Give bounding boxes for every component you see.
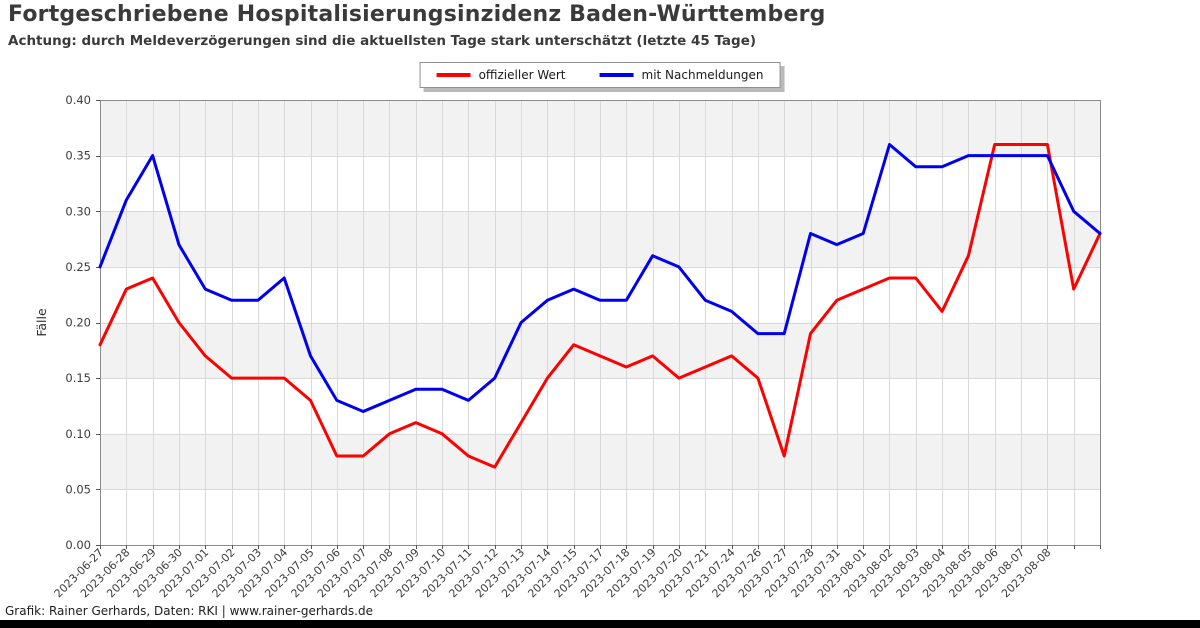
y-tick-label: 0.25	[65, 260, 91, 274]
chart-legend: offizieller Wert mit Nachmeldungen	[419, 62, 781, 88]
hospitalization-incidence-line-chart: 0.00 0.05 0.10 0.15 0.20 0.25 0.30 0.35 0.40 2023…	[34, 93, 1102, 600]
y-axis-title: Fälle	[34, 308, 49, 337]
legend-line-swatch-red	[436, 73, 471, 77]
y-tick-label: 0.20	[65, 316, 91, 330]
y-tick-labels: 0.00 0.05 0.10 0.15 0.20 0.25 0.30 0.35 0.40	[65, 93, 91, 552]
legend-label-official: offizieller Wert	[478, 68, 566, 82]
legend-entry-nachmeldungen: mit Nachmeldungen	[599, 68, 764, 82]
axis-ticks	[96, 100, 1101, 549]
page-title: Fortgeschriebene Hospitalisierungsinzide…	[8, 2, 826, 27]
legend-line-swatch-blue	[599, 73, 634, 77]
y-tick-label: 0.00	[65, 538, 91, 552]
footer-credit: Grafik: Rainer Gerhards, Daten: RKI | ww…	[5, 604, 373, 618]
bottom-black-bar	[0, 620, 1200, 628]
series-line-official	[98, 143, 1102, 469]
legend-entry-official: offizieller Wert	[436, 68, 566, 82]
legend-label-nachmeldungen: mit Nachmeldungen	[641, 68, 764, 82]
page-subtitle: Achtung: durch Meldeverzögerungen sind d…	[8, 33, 757, 49]
y-tick-label: 0.35	[65, 149, 91, 163]
y-tick-label: 0.15	[65, 371, 91, 385]
y-tick-label: 0.30	[65, 204, 91, 218]
series-line-nachmeldungen	[98, 143, 1102, 413]
y-tick-label: 0.10	[65, 427, 91, 441]
y-tick-label: 0.05	[65, 482, 91, 496]
y-tick-label: 0.40	[65, 93, 91, 107]
x-tick-labels: 2023-06-272023-06-282023-06-292023-06-30…	[52, 546, 1054, 600]
